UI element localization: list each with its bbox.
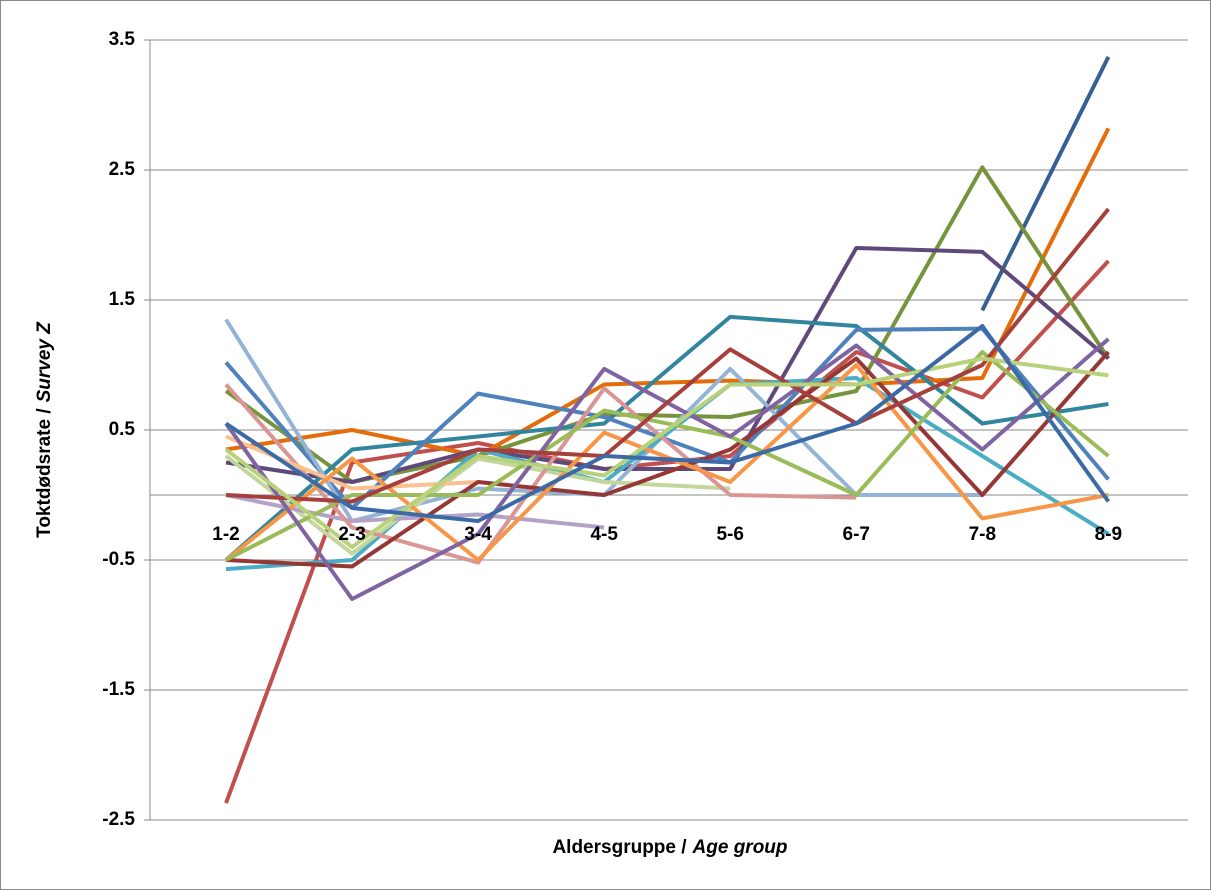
x-tick-label: 8-9 bbox=[1095, 524, 1122, 545]
series-line bbox=[225, 350, 1110, 569]
y-tick-label: 1.5 bbox=[109, 289, 136, 310]
x-tick-label: 1-2 bbox=[212, 524, 239, 545]
x-tick-label: 7-8 bbox=[969, 524, 996, 545]
x-tick-label: 5-6 bbox=[716, 524, 743, 545]
series-line bbox=[224, 314, 1109, 562]
x-tick-label: 4-5 bbox=[590, 524, 618, 545]
x-tick-label: 2-3 bbox=[338, 524, 365, 545]
x-tick-label: 3-4 bbox=[464, 524, 492, 545]
labels: -2.5 -1.5 -0.5 0.5 1.5 2.5 3.5 1-2 2-3 3-4 4-5 5-6 6… bbox=[102, 29, 1122, 830]
x-axis-title-main: Aldersgruppe / bbox=[552, 837, 687, 858]
x-axis-title-italic: Age group bbox=[692, 837, 788, 858]
y-tick-label: 0.5 bbox=[109, 419, 136, 440]
y-tick-label: 2.5 bbox=[109, 159, 136, 180]
series-line bbox=[224, 259, 1110, 804]
lines bbox=[224, 56, 1111, 804]
y-tick-label: -1.5 bbox=[102, 679, 135, 700]
x-axis-title: Aldersgruppe / Age group bbox=[552, 837, 787, 858]
series-line bbox=[224, 454, 731, 556]
series-line bbox=[224, 356, 1109, 549]
y-axis-title-main: Toktdødsrate / bbox=[34, 408, 55, 538]
series-line bbox=[224, 324, 1111, 523]
x-tick-label: 6-7 bbox=[843, 524, 870, 545]
y-tick-label: -0.5 bbox=[102, 549, 135, 570]
y-tick-label: -2.5 bbox=[102, 809, 135, 830]
series-line bbox=[225, 376, 1110, 572]
series-line bbox=[225, 207, 1110, 504]
y-axis-title: Toktdødsrate / Survey Z bbox=[34, 321, 55, 538]
y-axis-title-italic: Survey Z bbox=[34, 321, 55, 403]
series-line bbox=[225, 127, 1111, 458]
y-tick-label: 3.5 bbox=[109, 29, 136, 50]
